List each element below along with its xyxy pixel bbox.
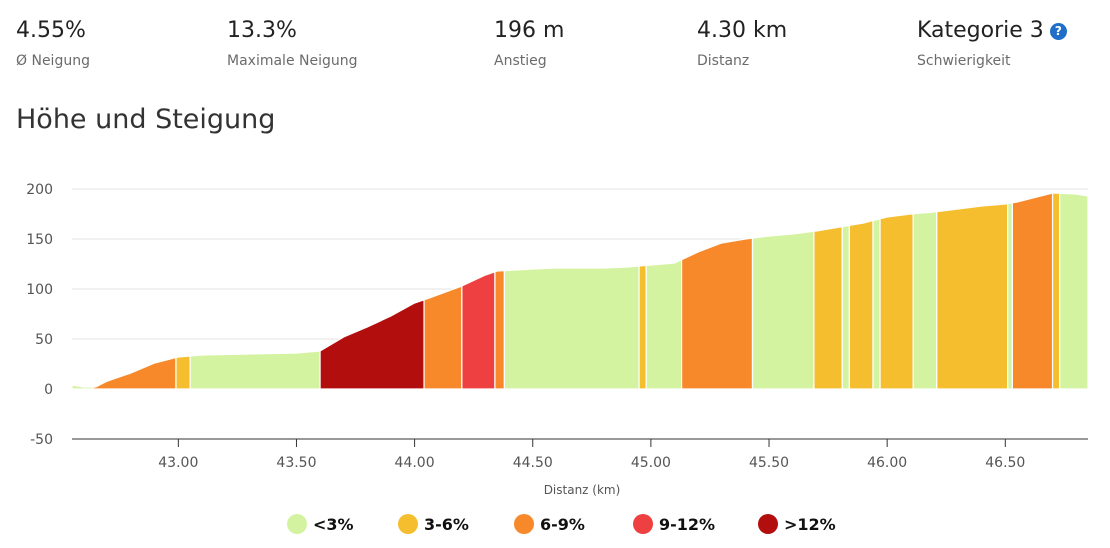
elevation-segment[interactable] [319,298,425,390]
elevation-segment[interactable] [848,219,874,390]
elevation-segment[interactable] [813,225,843,390]
legend-swatch [287,514,307,534]
elevation-segment[interactable] [189,350,321,390]
stat-difficulty: Kategorie 3? Schwierigkeit [917,14,1067,74]
elevation-segment[interactable] [912,211,938,390]
stat-max-grade: 13.3% Maximale Neigung [227,14,358,74]
legend-item[interactable]: 9-12% [633,514,715,534]
x-tick-label: 45.00 [631,455,671,471]
stats-bar: 4.55% Ø Neigung 13.3% Maximale Neigung 1… [16,14,1106,84]
x-tick-label: 46.00 [867,455,907,471]
y-tick-label: 100 [26,282,53,298]
elevation-segment[interactable] [1051,192,1061,390]
x-tick-label: 46.50 [985,455,1025,471]
legend-label: 9-12% [659,515,715,534]
stat-distance: 4.30 km Distanz [697,14,787,74]
section-title: Höhe und Steigung [16,104,276,135]
elevation-area [71,192,1089,390]
legend-swatch [758,514,778,534]
legend-label: >12% [784,515,836,534]
legend-label: <3% [313,515,354,534]
elevation-segment[interactable] [936,202,1009,390]
legend-label: 3-6% [424,515,469,534]
stat-ascent: 196 m Anstieg [494,14,564,74]
elevation-segment[interactable] [423,285,463,390]
legend-label: 6-9% [540,515,585,534]
x-tick-label: 44.50 [513,455,553,471]
elevation-segment[interactable] [71,384,94,390]
legend-item[interactable]: <3% [287,514,354,534]
elevation-segment[interactable] [1007,202,1013,390]
elevation-segment[interactable] [638,264,647,390]
x-tick-label: 45.50 [749,455,789,471]
difficulty-value: Kategorie 3 [917,18,1044,43]
x-tick-label: 43.50 [276,455,316,471]
stat-label: Ø Neigung [16,53,90,69]
y-tick-label: 50 [35,332,53,348]
elevation-segment[interactable] [1059,192,1089,390]
y-tick-label: 150 [26,232,53,248]
x-tick-label: 43.00 [158,455,198,471]
elevation-segment[interactable] [175,355,191,390]
stat-value: 4.55% [16,18,86,43]
elevation-segment[interactable] [681,237,754,390]
legend-swatch [514,514,534,534]
legend-item[interactable]: 3-6% [398,514,469,534]
elevation-segment[interactable] [645,258,683,390]
stat-value: Kategorie 3? [917,14,1067,48]
elevation-segment[interactable] [92,356,177,390]
legend-swatch [398,514,418,534]
elevation-segment[interactable] [494,269,505,390]
x-tick-label: 44.00 [395,455,435,471]
elevation-chart: 200 150 100 50 0 -50 43.00 43.50 44.00 44.50 45.00… [26,182,1089,534]
stat-value: 196 m [494,18,565,43]
stat-value: 13.3% [227,18,297,43]
y-tick-label: 0 [44,382,53,398]
stat-label: Anstieg [494,53,547,69]
stat-avg-grade: 4.55% Ø Neigung [16,14,90,74]
elevation-segment[interactable] [841,224,850,390]
axes: 200 150 100 50 0 -50 43.00 43.50 44.00 44.50 45.00… [26,182,1088,497]
y-tick-label: 200 [26,182,53,198]
elevation-segment[interactable] [503,265,640,390]
stat-label: Distanz [697,53,750,69]
elevation-segment[interactable] [751,230,815,390]
elevation-segment[interactable] [461,270,496,390]
stat-label: Maximale Neigung [227,53,358,69]
legend: <3% 3-6% 6-9% 9-12% >12% [287,514,836,534]
elevation-segment[interactable] [879,213,914,390]
legend-swatch [633,514,653,534]
stat-value: 4.30 km [697,18,788,43]
legend-item[interactable]: 6-9% [514,514,585,534]
stat-label: Schwierigkeit [917,53,1011,69]
elevation-segment[interactable] [872,218,881,390]
y-tick-label: -50 [30,432,53,448]
help-icon[interactable]: ? [1049,23,1067,40]
elevation-segment[interactable] [1011,192,1054,390]
legend-item[interactable]: >12% [758,514,836,534]
x-axis-title: Distanz (km) [544,483,621,497]
